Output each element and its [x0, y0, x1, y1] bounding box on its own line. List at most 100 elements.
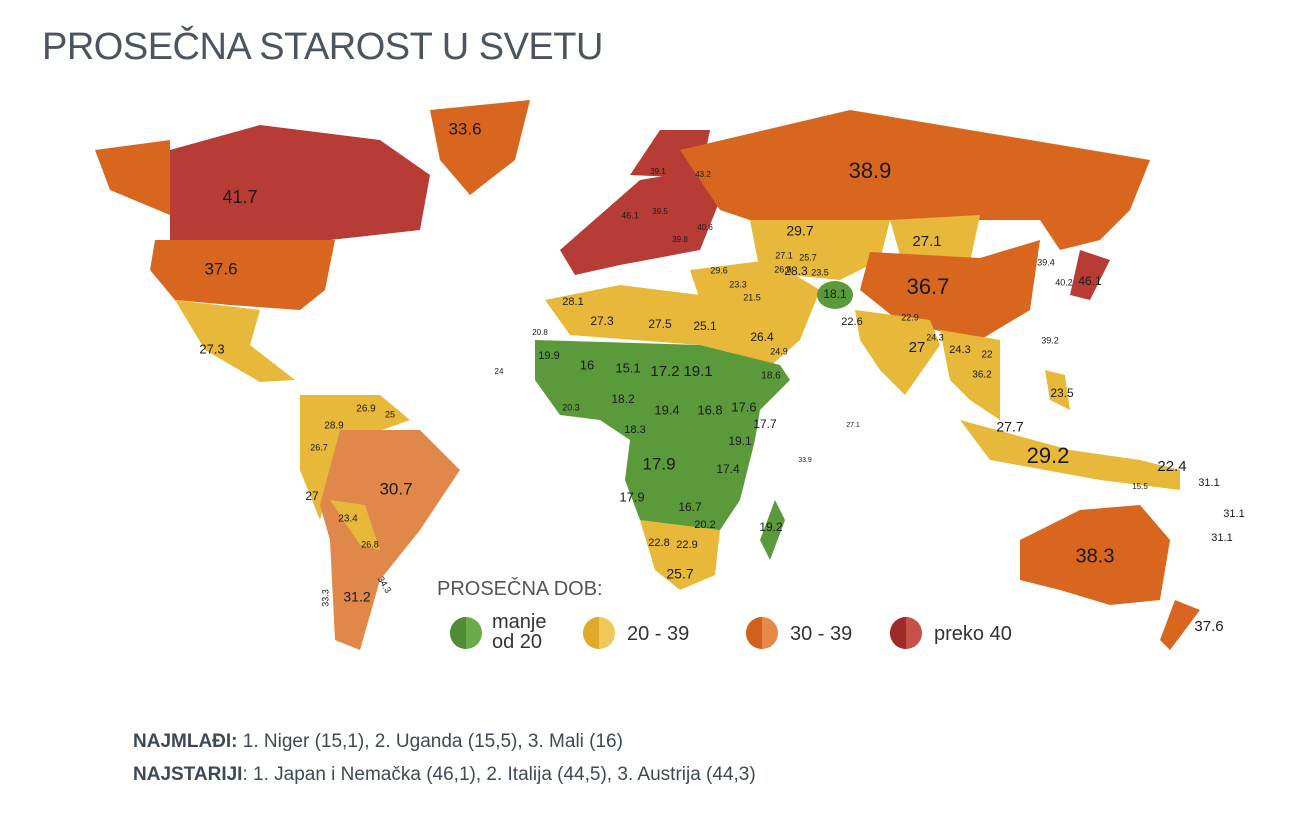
region-label: 31.1 [1211, 532, 1232, 544]
region-label: 36.2 [972, 370, 992, 381]
region-label: 27 [909, 339, 926, 356]
region-label: 27.1 [912, 233, 941, 250]
region-label: 26.6 [774, 264, 792, 274]
region-label: 31.1 [1198, 477, 1219, 489]
region-label: 27.1 [775, 250, 793, 260]
region-label: 19.2 [759, 520, 783, 534]
region-label: 26.7 [310, 442, 328, 452]
region-label: 37.6 [1194, 618, 1223, 635]
region-label: 26.4 [750, 330, 774, 344]
title: PROSEČNA STAROST U SVETU [42, 26, 603, 68]
region-label: 23.5 [811, 267, 829, 277]
region-label: 15.1 [615, 360, 640, 375]
region-label: 24.3 [926, 332, 944, 342]
region-label: 18.1 [823, 287, 847, 301]
region-label: 46.1 [621, 210, 639, 220]
region-label: 27.5 [648, 317, 672, 331]
region-label: 30.7 [379, 479, 412, 498]
footer-text: 1. Niger (15,1), 2. Uganda (15,5), 3. Ma… [237, 731, 623, 752]
region-label: 43.2 [695, 170, 711, 179]
region-label: 28.1 [562, 296, 583, 308]
region-label: 38.3 [1076, 545, 1115, 567]
region-label: 19.1 [683, 363, 712, 380]
region-label: 18.3 [624, 424, 645, 436]
region-label: 39.2 [1041, 335, 1059, 345]
region-label: 36.7 [907, 274, 950, 299]
footer-line: NAJSTARIJI: 1. Japan i Nemačka (46,1), 2… [133, 764, 756, 786]
region-label: 40.6 [697, 223, 713, 232]
region-label: 33.6 [448, 119, 481, 138]
legend-item: manje od 20 [492, 611, 547, 653]
footer-line: NAJMLAĐI: 1. Niger (15,1), 2. Uganda (15… [133, 731, 623, 753]
region-label: 28.3 [784, 264, 808, 278]
region-label: 33.3 [320, 589, 330, 607]
region-label: 21.5 [743, 292, 761, 302]
region-label: 25.1 [693, 319, 717, 333]
region-label: 16 [580, 357, 594, 372]
region-label: 29.7 [786, 223, 813, 239]
region-label: 28.9 [324, 421, 344, 432]
region-label: 17.4 [716, 462, 740, 476]
region-label: 40.2 [1055, 277, 1073, 287]
region-label: 37.6 [204, 259, 237, 278]
region-label: 17.6 [731, 399, 756, 414]
region-label: 19.9 [538, 350, 559, 362]
land [95, 100, 1200, 650]
region-label: 19.1 [728, 434, 752, 448]
legend-swatches [450, 617, 922, 649]
region-label: 23.4 [338, 514, 358, 525]
region-label: 24 [495, 367, 504, 376]
region-label: 22.9 [901, 312, 919, 322]
region-label: 38.9 [849, 158, 892, 183]
region-label: 39.4 [1037, 257, 1055, 267]
legend-title: PROSEČNA DOB: [437, 578, 603, 600]
region-label: 16.8 [697, 402, 722, 417]
region-label: 22.4 [1157, 458, 1186, 475]
region-label: 20.2 [694, 519, 715, 531]
region-label: 31.1 [1223, 508, 1244, 520]
region-label: 27.7 [996, 419, 1023, 435]
region-label: 22.8 [648, 537, 669, 549]
region-label: 18.6 [761, 371, 781, 382]
region-label: 26.9 [356, 404, 376, 415]
region-label: 27.3 [199, 341, 224, 356]
region-label: 23.3 [729, 279, 747, 289]
footer-label: NAJMLAĐI: [133, 731, 238, 752]
region-label: 20.3 [562, 402, 580, 412]
region-label: 22.6 [841, 316, 862, 328]
region-label: 33.9 [798, 457, 812, 464]
footer-label: NAJSTARIJI [133, 764, 243, 785]
region-label: 23.5 [1050, 386, 1074, 400]
region-label: 25.7 [799, 252, 817, 262]
region-label: 29.2 [1027, 443, 1070, 468]
region-label: 39.5 [652, 207, 668, 216]
region-label: 25.7 [666, 566, 693, 582]
region-label: 26.8 [361, 539, 379, 549]
region-label: 17.2 [650, 363, 679, 380]
region-label: 24.3 [949, 344, 970, 356]
region-label: 24.9 [770, 346, 788, 356]
region-label: 27 [305, 489, 319, 503]
region-label: 17.7 [753, 417, 777, 431]
region-label: 41.7 [222, 187, 257, 207]
region-label: 25 [385, 409, 395, 419]
legend-item: preko 40 [934, 623, 1012, 645]
region-label: 29.6 [710, 265, 728, 275]
region-label: 17.9 [642, 454, 675, 473]
legend-item: 30 - 39 [790, 623, 853, 645]
region-label: 39.1 [650, 167, 666, 176]
region-label: 22 [981, 350, 993, 361]
region-label: 31.2 [343, 589, 370, 605]
region-label: 46.1 [1078, 274, 1102, 288]
region-label: 17.9 [619, 489, 644, 504]
region-label: 27.3 [590, 314, 614, 328]
region-label: 15.5 [1132, 482, 1148, 491]
region-label: 27.1 [846, 422, 860, 429]
region-label: 20.8 [532, 328, 548, 337]
footer-text: : 1. Japan i Nemačka (46,1), 2. Italija … [242, 764, 756, 785]
region-label: 39.8 [672, 235, 688, 244]
region-label: 16.7 [678, 500, 702, 514]
region-label: 19.4 [654, 402, 679, 417]
